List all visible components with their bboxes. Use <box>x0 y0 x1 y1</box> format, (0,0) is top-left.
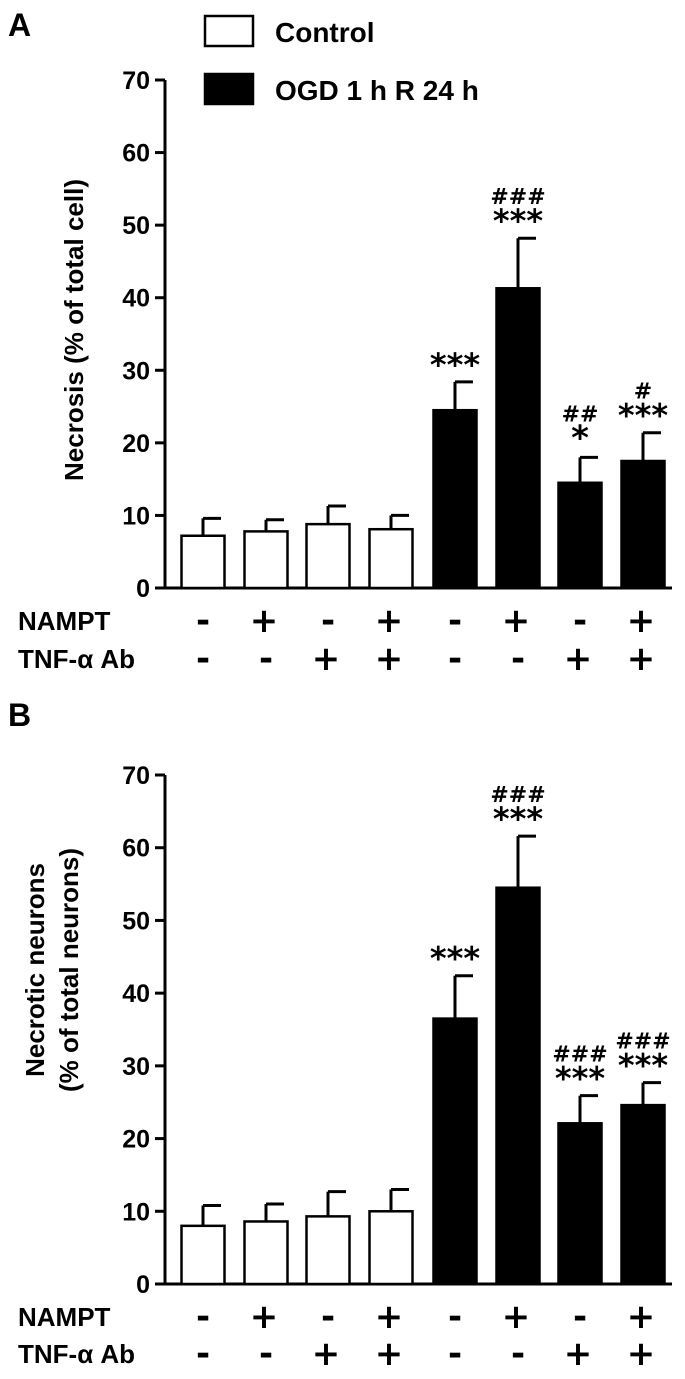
plus-sign: + <box>627 1334 656 1374</box>
plus-sign: + <box>627 1297 656 1337</box>
bar <box>243 530 289 590</box>
panel-b-letter: B <box>8 697 31 733</box>
legend-swatch-control <box>203 14 255 48</box>
y-tick-label: 20 <box>122 1126 150 1154</box>
y-axis-label-line-1: Necrotic neurons <box>20 863 50 1077</box>
bar <box>432 1017 478 1286</box>
legend-label-control: Control <box>275 17 375 48</box>
y-tick-label: 50 <box>122 907 150 935</box>
bar <box>180 1224 226 1286</box>
y-tick-label: 30 <box>122 357 150 385</box>
significance-stars: *** <box>618 397 668 435</box>
significance-stars: *** <box>493 800 543 838</box>
minus-sign: - <box>573 1297 587 1337</box>
plus-sign: + <box>627 639 656 679</box>
bar <box>180 534 226 590</box>
y-axis-label: Necrosis (% of total cell) <box>59 179 89 481</box>
y-tick-label: 0 <box>136 1271 150 1299</box>
y-tick-label: 20 <box>122 430 150 458</box>
significance-stars: *** <box>555 1060 605 1098</box>
significance-stars: *** <box>430 346 480 384</box>
significance-hashes: ### <box>490 185 545 210</box>
y-tick-label: 60 <box>122 140 150 168</box>
y-axis-label: Necrotic neurons (% of total neurons) <box>20 848 84 1092</box>
y-tick-label: 50 <box>122 212 150 240</box>
minus-sign: - <box>448 1334 462 1374</box>
plus-sign: + <box>375 1334 404 1374</box>
panel-a-letter: A <box>8 7 31 43</box>
minus-sign: - <box>259 639 273 679</box>
minus-sign: - <box>196 601 210 641</box>
y-axis-label-line-2: (% of total neurons) <box>54 848 84 1092</box>
plus-sign: + <box>502 1297 531 1337</box>
treatment-label: TNF-α Ab <box>18 644 135 674</box>
plus-sign: + <box>375 639 404 679</box>
minus-sign: - <box>573 601 587 641</box>
plus-sign: + <box>312 639 341 679</box>
significance-hashes: # <box>634 380 652 405</box>
minus-sign: - <box>259 1334 273 1374</box>
treatment-label: NAMPT <box>18 606 111 636</box>
y-tick-label: 40 <box>122 980 150 1008</box>
bar <box>368 1210 414 1286</box>
y-tick-label: 70 <box>122 67 150 95</box>
bar <box>432 408 478 590</box>
treatment-label: TNF-α Ab <box>18 1339 135 1369</box>
y-tick-label: 70 <box>122 762 150 790</box>
treatment-label: NAMPT <box>18 1302 111 1332</box>
y-tick-label: 60 <box>122 835 150 863</box>
minus-sign: - <box>321 1297 335 1337</box>
significance-stars: *** <box>493 202 543 240</box>
minus-sign: - <box>511 1334 525 1374</box>
y-tick-label: 0 <box>136 575 150 603</box>
plus-sign: + <box>502 601 531 641</box>
plus-sign: + <box>375 601 404 641</box>
y-tick-label: 10 <box>122 502 150 530</box>
plus-sign: + <box>375 1297 404 1337</box>
bar <box>495 287 541 590</box>
legend: Control OGD 1 h R 24 h <box>203 14 479 106</box>
significance-stars: * <box>571 418 589 458</box>
minus-sign: - <box>448 639 462 679</box>
minus-sign: - <box>448 601 462 641</box>
significance-hashes: ### <box>490 783 545 808</box>
significance-hashes: ### <box>615 1030 670 1055</box>
legend-label-ogd: OGD 1 h R 24 h <box>275 75 479 106</box>
bar <box>620 459 666 590</box>
bar <box>305 1215 351 1286</box>
minus-sign: - <box>321 601 335 641</box>
panel-a: A Control OGD 1 h R 24 h Necrosis (% of … <box>8 7 672 679</box>
significance-stars: *** <box>430 940 480 978</box>
y-tick-label: 30 <box>122 1053 150 1081</box>
bar <box>557 481 603 590</box>
plus-sign: + <box>564 1334 593 1374</box>
significance-hashes: ### <box>552 1043 607 1068</box>
y-tick-label: 10 <box>122 1198 150 1226</box>
significance-hashes: ## <box>562 402 599 427</box>
bar <box>243 1220 289 1286</box>
minus-sign: - <box>448 1297 462 1337</box>
bar <box>368 527 414 590</box>
legend-swatch-ogd <box>203 72 255 106</box>
bar <box>495 886 541 1286</box>
plus-sign: + <box>564 639 593 679</box>
bar <box>557 1122 603 1286</box>
plus-sign: + <box>250 1297 279 1337</box>
plus-sign: + <box>627 601 656 641</box>
y-tick-label: 40 <box>122 285 150 313</box>
panel-b: B Necrotic neurons (% of total neurons) … <box>8 697 672 1374</box>
minus-sign: - <box>196 1297 210 1337</box>
minus-sign: - <box>196 1334 210 1374</box>
minus-sign: - <box>511 639 525 679</box>
plus-sign: + <box>250 601 279 641</box>
significance-stars: *** <box>618 1047 668 1085</box>
plus-sign: + <box>312 1334 341 1374</box>
bar <box>620 1103 666 1286</box>
minus-sign: - <box>196 639 210 679</box>
bar <box>305 522 351 590</box>
